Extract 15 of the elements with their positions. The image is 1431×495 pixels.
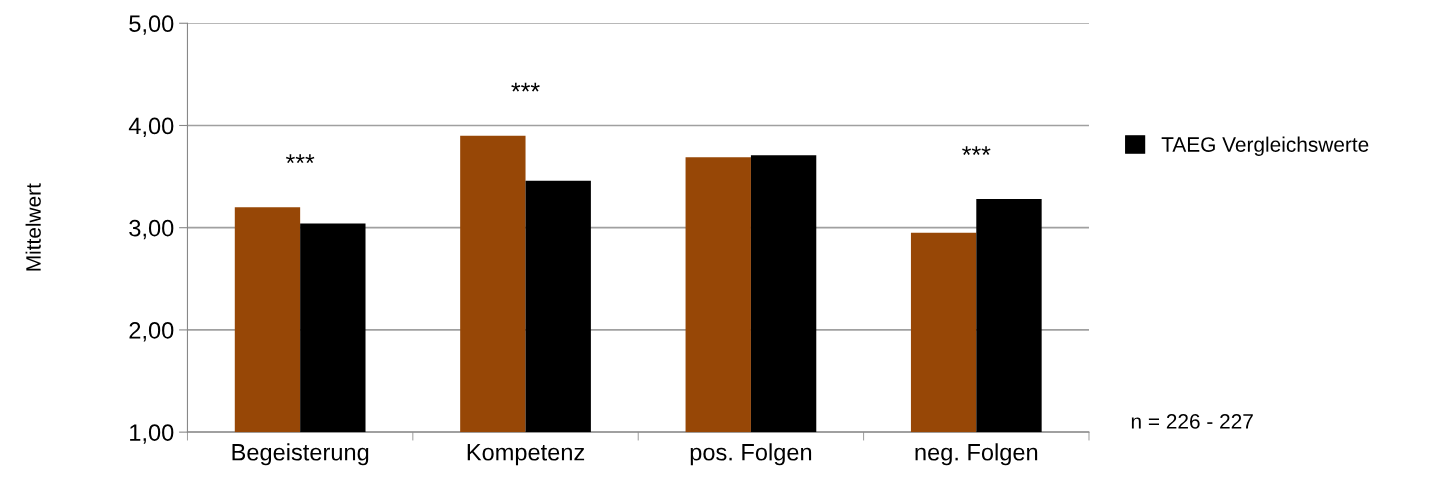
y-tick-label: 3,00 xyxy=(129,219,174,240)
annotation: *** xyxy=(511,82,540,92)
x-tick-label: Begeisterung xyxy=(232,443,369,466)
legend-label: TAEG Vergleichswerte xyxy=(1161,136,1369,156)
x-tick-label: neg. Folgen xyxy=(915,443,1038,466)
annotation: *** xyxy=(962,146,991,155)
annotation: *** xyxy=(285,154,315,164)
text: n = 226 - 227 xyxy=(1131,414,1253,429)
x-tick-label: Kompetenz xyxy=(467,444,585,466)
y-axis-title: Mittelwert xyxy=(25,183,41,271)
y-tick-label: 4,00 xyxy=(128,117,174,138)
x-tick-label: pos. Folgen xyxy=(690,443,812,466)
y-tick-label: 5,00 xyxy=(129,15,174,35)
y-tick-label: 2,00 xyxy=(129,321,174,342)
y-tick-label: 1,00 xyxy=(130,424,174,444)
